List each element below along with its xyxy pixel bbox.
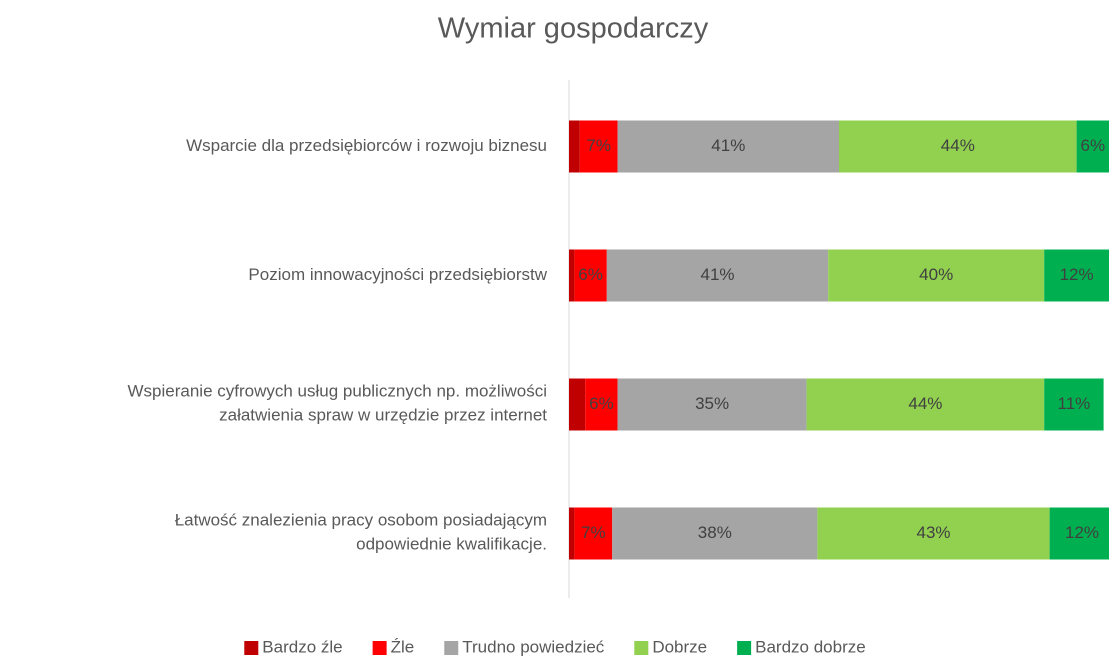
data-label: 7%: [581, 523, 606, 542]
legend: Bardzo źle Źle Trudno powiedzieć Dobrze Bard…: [244, 637, 866, 656]
bar-segment: [1044, 249, 1109, 302]
data-label: 38%: [698, 523, 732, 542]
data-label: 6%: [578, 265, 603, 284]
data-label: 12%: [1060, 265, 1094, 284]
legend-swatch: [634, 641, 649, 655]
bar-segment: [839, 120, 1077, 173]
legend-label: Bardzo dobrze: [755, 637, 866, 656]
bar-segment: [828, 249, 1045, 302]
bar-segment: [817, 507, 1050, 560]
bar-segment: [806, 378, 1045, 431]
data-label: 11%: [1058, 394, 1091, 413]
bar-segment: [574, 507, 613, 560]
bar-segment: [574, 249, 607, 302]
legend-label: Źle: [391, 637, 415, 656]
data-label: 41%: [711, 136, 745, 155]
data-label: 44%: [908, 394, 942, 413]
bar-segment: [1044, 378, 1104, 431]
category-label: Wsparcie dla przedsiębiorców i rozwoju b…: [186, 136, 547, 155]
legend-swatch: [737, 641, 752, 655]
legend-swatch: [244, 641, 259, 655]
bar-segment: [617, 378, 807, 431]
data-label: 12%: [1065, 523, 1099, 542]
category-label: Poziom innowacyjności przedsiębiorstw: [248, 265, 547, 284]
bar-segment: [606, 249, 829, 302]
category-label: Wspieranie cyfrowych usług publicznych n…: [128, 382, 548, 425]
bar-segment: [569, 507, 575, 560]
bar-segment: [569, 120, 580, 173]
legend-label: Bardzo źle: [262, 637, 342, 656]
legend-label: Dobrze: [652, 637, 707, 656]
bar-segment: [585, 378, 618, 431]
data-label: 6%: [589, 394, 614, 413]
data-label: 43%: [916, 523, 950, 542]
legend-swatch: [372, 641, 387, 655]
legend-swatch: [444, 641, 459, 655]
bar-segment: [612, 507, 818, 560]
data-label: 41%: [700, 265, 734, 284]
data-label: 6%: [1081, 136, 1106, 155]
category-label: Łatwość znalezienia pracy osobom posiada…: [175, 511, 547, 554]
bar-segment: [617, 120, 839, 173]
bar-segment: [1049, 507, 1109, 560]
bar-segment: [1076, 120, 1109, 173]
bar-segment: [569, 378, 586, 431]
bar-segment: [579, 120, 618, 173]
bar-segment: [569, 249, 575, 302]
chart-title: Wymiar gospodarczy: [438, 13, 709, 45]
data-label: 7%: [586, 136, 611, 155]
legend-label: Trudno powiedzieć: [462, 637, 605, 656]
data-label: 44%: [941, 136, 975, 155]
data-label: 35%: [695, 394, 729, 413]
data-label: 40%: [919, 265, 953, 284]
